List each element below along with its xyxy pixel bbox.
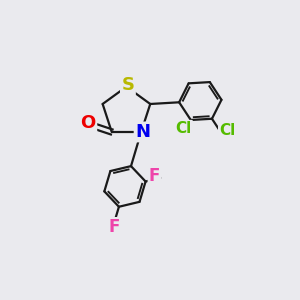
Text: F: F [149,167,160,185]
Text: Cl: Cl [219,123,236,138]
Text: Cl: Cl [176,121,192,136]
Text: F: F [109,218,120,236]
Text: N: N [135,123,150,141]
Text: S: S [122,76,134,94]
Text: O: O [81,114,96,132]
